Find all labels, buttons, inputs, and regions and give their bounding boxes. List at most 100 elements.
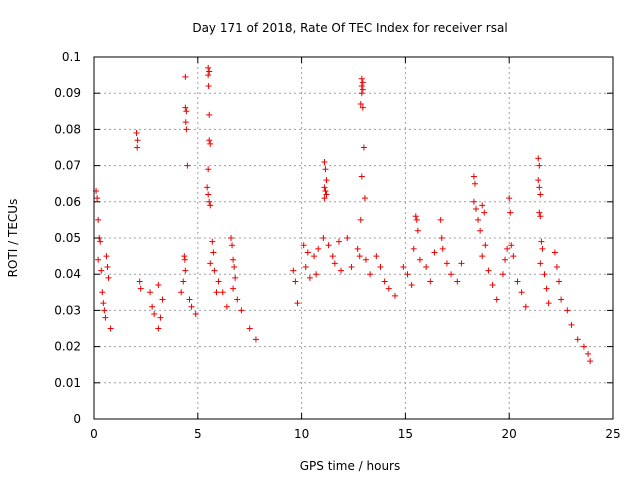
data-point (564, 307, 571, 314)
data-point (416, 256, 423, 263)
data-point (321, 195, 328, 202)
y-tick-label: 0 (73, 412, 81, 426)
data-point (137, 285, 144, 292)
data-point (315, 245, 322, 252)
data-point (477, 227, 484, 234)
y-tick-label: 0.07 (54, 159, 81, 173)
data-point (232, 274, 239, 281)
data-point (149, 303, 156, 310)
data-point (485, 267, 492, 274)
data-point (507, 209, 514, 216)
data-point (206, 68, 213, 75)
data-point (147, 289, 154, 296)
x-axis-label: GPS time / hours (300, 459, 401, 473)
data-point (338, 267, 345, 274)
data-point (238, 307, 245, 314)
data-point (302, 263, 309, 270)
data-points (93, 64, 594, 365)
data-point (504, 245, 511, 252)
data-point (558, 296, 565, 303)
data-point (103, 253, 110, 260)
y-axis-label: ROTI / TECUs (6, 199, 20, 278)
data-point (323, 191, 330, 198)
data-point (471, 180, 478, 187)
data-point (206, 198, 213, 205)
data-point (400, 263, 407, 270)
data-point (205, 64, 212, 71)
data-point (359, 86, 366, 93)
data-point (580, 343, 587, 350)
data-point (539, 245, 546, 252)
data-point (155, 282, 162, 289)
data-point (538, 238, 545, 245)
data-point (357, 216, 364, 223)
data-point (94, 195, 101, 202)
data-point (568, 321, 575, 328)
data-point (181, 256, 188, 263)
x-tick-label: 20 (502, 427, 517, 441)
data-point (412, 213, 419, 220)
data-point (209, 238, 216, 245)
data-point (223, 303, 230, 310)
data-point (408, 282, 415, 289)
data-point (230, 285, 237, 292)
data-point (206, 111, 213, 118)
data-point (210, 249, 217, 256)
data-point (536, 209, 543, 216)
data-point (479, 202, 486, 209)
data-point (188, 303, 195, 310)
data-point (219, 289, 226, 296)
y-tick-label: 0.01 (54, 376, 81, 390)
data-point (431, 249, 438, 256)
y-tick-label: 0.03 (54, 303, 81, 317)
data-point (151, 311, 158, 318)
data-point (323, 177, 330, 184)
x-tick-label: 25 (605, 427, 620, 441)
data-point (410, 245, 417, 252)
data-point (518, 289, 525, 296)
data-point (300, 242, 307, 249)
data-point (98, 267, 105, 274)
data-point (543, 285, 550, 292)
data-point (482, 242, 489, 249)
data-point (427, 278, 434, 285)
data-point (377, 263, 384, 270)
data-point (321, 184, 328, 191)
data-point (585, 350, 592, 357)
data-point (535, 177, 542, 184)
data-point (229, 242, 236, 249)
data-point (367, 271, 374, 278)
x-tick-label: 10 (294, 427, 309, 441)
data-point (204, 184, 211, 191)
y-tick-label: 0.02 (54, 340, 81, 354)
data-point (230, 256, 237, 263)
data-point (536, 184, 543, 191)
data-point (181, 253, 188, 260)
data-point (205, 72, 212, 79)
data-point (99, 289, 106, 296)
data-point (215, 278, 222, 285)
data-point (320, 235, 327, 241)
y-tick-label: 0.06 (54, 195, 81, 209)
data-point (292, 278, 299, 285)
data-point (205, 166, 212, 173)
data-point (186, 296, 193, 303)
x-tick-label: 5 (194, 427, 202, 441)
data-point (537, 213, 544, 220)
data-point (159, 296, 166, 303)
data-point (413, 216, 420, 223)
data-point (359, 79, 366, 86)
data-point (311, 253, 318, 260)
y-tick-label: 0.09 (54, 86, 81, 100)
data-point (213, 289, 220, 296)
data-point (335, 238, 342, 245)
data-point (178, 289, 185, 296)
data-point (134, 137, 141, 144)
data-point (107, 325, 114, 332)
data-point (133, 130, 140, 137)
data-point (587, 358, 594, 365)
data-point (322, 166, 329, 173)
data-point (290, 267, 297, 274)
data-point (361, 195, 368, 202)
data-point (502, 256, 509, 263)
